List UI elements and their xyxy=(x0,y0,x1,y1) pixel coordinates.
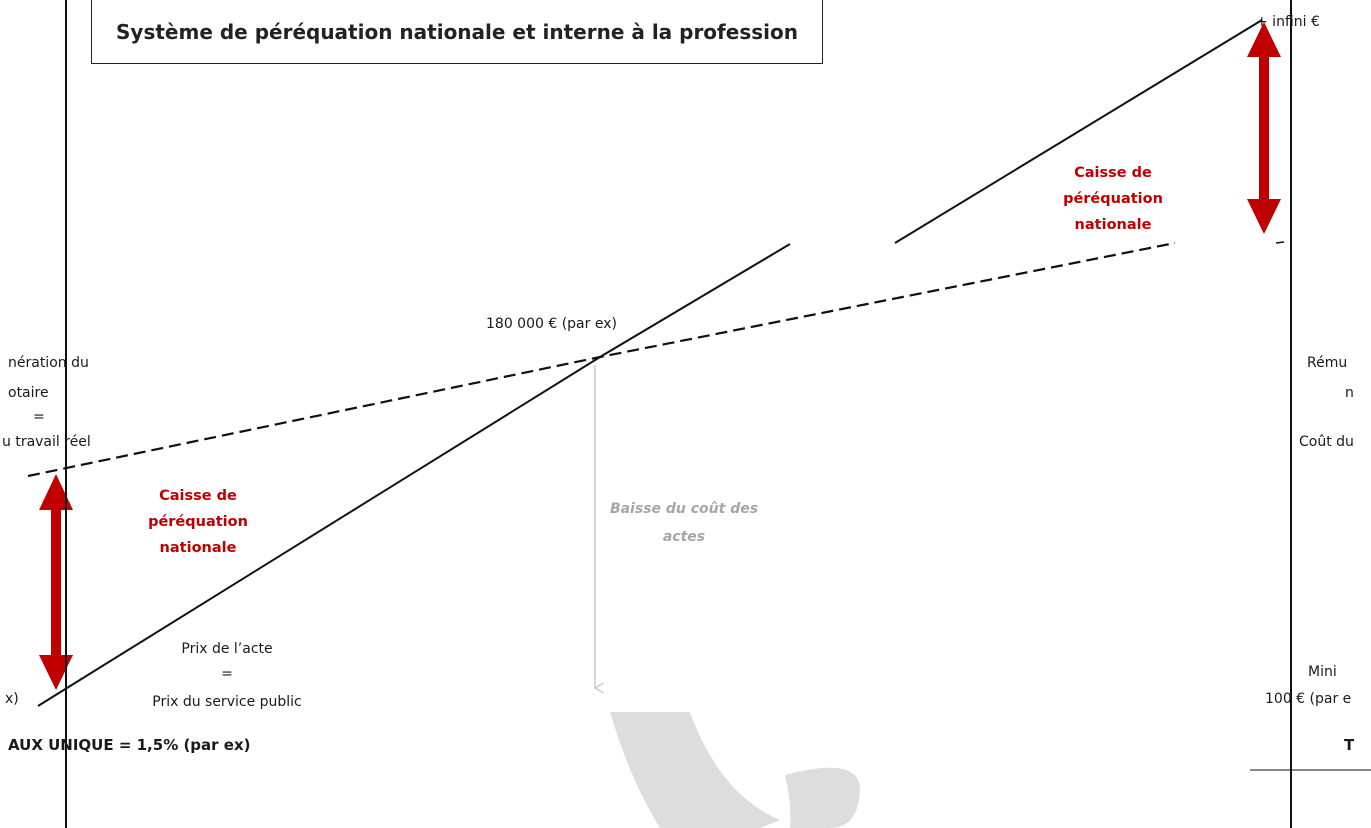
right-vertical-rule xyxy=(1290,0,1292,828)
left-caisse-line-2: péréquation xyxy=(148,514,248,530)
dashed-remuneration-line xyxy=(27,241,1176,478)
prix-line-3: Prix du service public xyxy=(152,694,302,710)
right-small-tick xyxy=(1275,241,1285,244)
solid-price-line xyxy=(37,243,791,707)
left-remuneration-line-3: = xyxy=(33,409,45,425)
left-vertical-rule xyxy=(65,0,67,828)
right-mini-label: Mini xyxy=(1308,664,1337,680)
right-t-label: T xyxy=(1344,736,1355,754)
prix-line-1: Prix de l’acte xyxy=(181,641,273,657)
left-remuneration-line-1: nération du xyxy=(8,355,89,371)
right-caisse-line-2: péréquation xyxy=(1063,191,1163,207)
left-caisse-line-3: nationale xyxy=(159,540,237,556)
watermark-shape-left xyxy=(610,712,780,828)
center-value-label: 180 000 € (par ex) xyxy=(486,316,617,332)
taux-unique-label: AUX UNIQUE = 1,5% (par ex) xyxy=(8,736,251,754)
right-remuneration-line-3: Coût du xyxy=(1299,434,1354,450)
prix-line-2: = xyxy=(221,666,233,682)
top-right-infini-label: + infini € xyxy=(1256,14,1320,30)
right-remuneration-line-2: n xyxy=(1345,385,1354,401)
left-min-label: x) xyxy=(5,691,19,707)
right-caisse-line-3: nationale xyxy=(1074,217,1152,233)
left-remuneration-line-2: otaire xyxy=(8,385,49,401)
right-mini-value: 100 € (par e xyxy=(1265,691,1352,707)
right-caisse-line-1: Caisse de xyxy=(1074,165,1152,181)
baisse-line-1: Baisse du coût des xyxy=(609,501,759,517)
solid-price-line-upper xyxy=(894,19,1263,244)
left-remuneration-line-4: u travail réel xyxy=(2,434,91,450)
red-double-arrow-right xyxy=(1247,22,1281,234)
left-caisse-line-1: Caisse de xyxy=(159,488,237,504)
baisse-line-2: actes xyxy=(662,529,706,545)
red-double-arrow-left xyxy=(39,474,73,690)
page-title: Système de péréquation nationale et inte… xyxy=(91,0,823,64)
right-remuneration-line-1: Rému xyxy=(1307,355,1348,371)
watermark-shape-right xyxy=(785,767,860,828)
